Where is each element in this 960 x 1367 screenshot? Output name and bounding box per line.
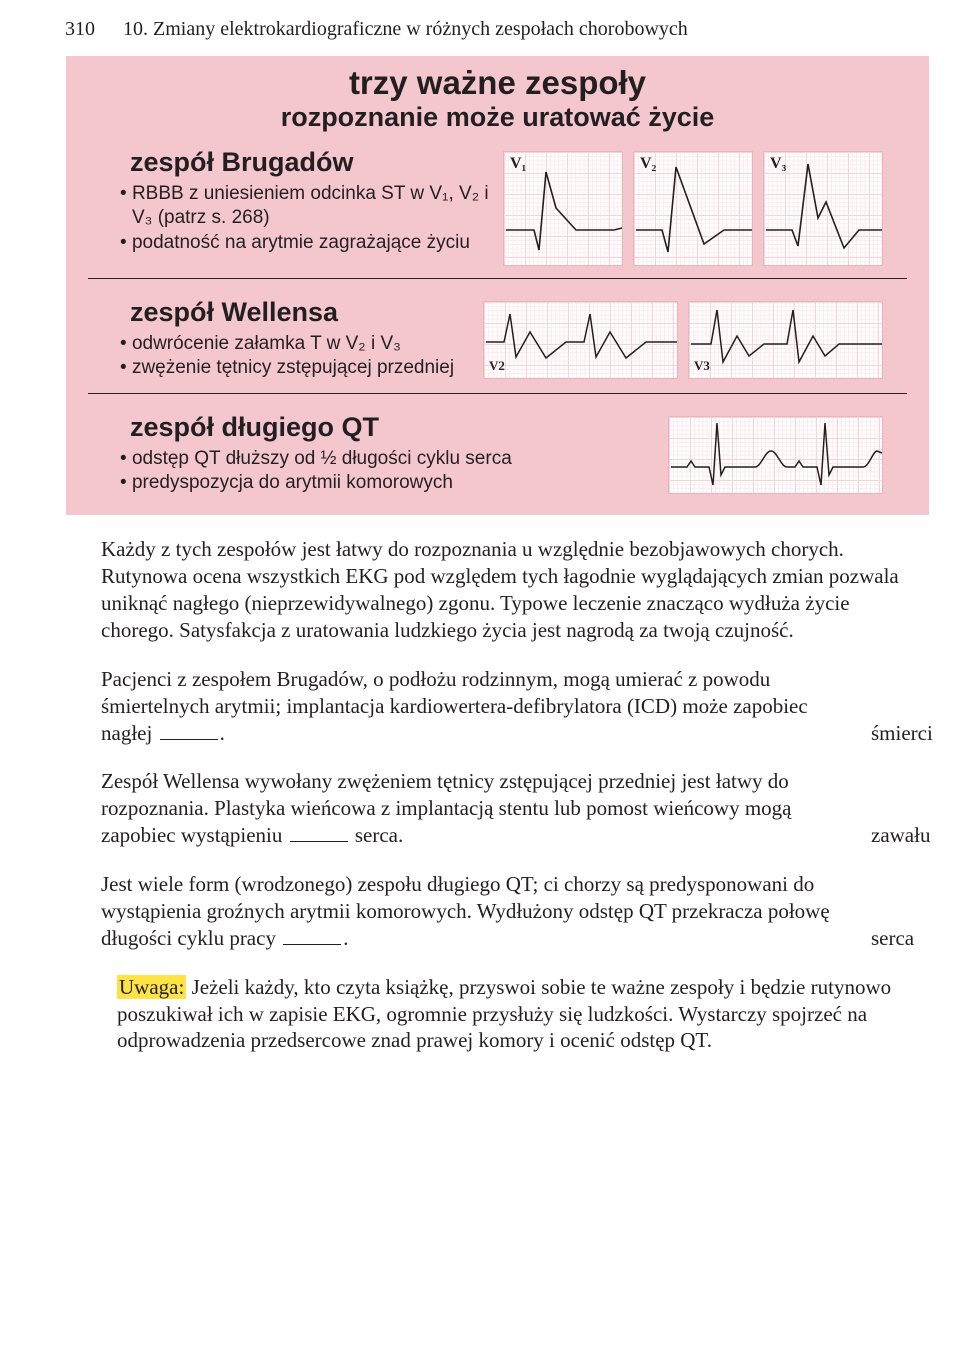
ecg-trace-icon bbox=[504, 152, 624, 267]
ecg-wellens-v2: V2 bbox=[483, 301, 678, 379]
paragraph: Każdy z tych zespołów jest łatwy do rozp… bbox=[101, 536, 908, 644]
blank-line bbox=[160, 739, 218, 740]
ecg-trace-icon bbox=[669, 417, 884, 495]
bullet: zwężenie tętnicy zstępującej przedniej bbox=[114, 356, 469, 380]
section-title-longqt: zespół długiego QT bbox=[130, 412, 654, 443]
ecg-trace-icon bbox=[764, 152, 884, 267]
ecg-v1: V₁ bbox=[503, 151, 623, 266]
para-text: Pacjenci z zespołem Brugadów, o podłożu … bbox=[101, 667, 808, 745]
bullet: podatność na arytmie zagrażające życiu bbox=[114, 231, 489, 255]
section-title-wellens: zespół Wellensa bbox=[130, 297, 469, 328]
para-after: serca. bbox=[350, 823, 404, 847]
bullet: odwrócenie załamka T w V₂ i V₃ bbox=[114, 332, 469, 356]
paragraph-with-blank: Jest wiele form (wrodzonego) zespołu dłu… bbox=[101, 871, 908, 952]
ecg-v3: V₃ bbox=[763, 151, 883, 266]
box-subtitle: rozpoznanie może uratować życie bbox=[66, 102, 929, 133]
ecg-trace-icon bbox=[484, 302, 679, 380]
highlight-label: Uwaga: bbox=[117, 975, 186, 999]
section-title-brugada: zespół Brugadów bbox=[130, 147, 489, 178]
blank-line bbox=[290, 841, 348, 842]
para-after: . bbox=[220, 721, 225, 745]
ecg-longqt bbox=[668, 416, 883, 494]
page-header: 310 10. Zmiany elektrokardiograficzne w … bbox=[65, 18, 930, 41]
ecg-trace-icon bbox=[634, 152, 754, 267]
ecg-row-longqt bbox=[668, 404, 883, 496]
bullet: RBBB z uniesieniem odcinka ST w V₁, V₂ i… bbox=[114, 182, 489, 231]
body-text: Każdy z tych zespołów jest łatwy do rozp… bbox=[101, 536, 908, 1054]
ecg-row-brugada: V₁ V₂ V₃ bbox=[503, 139, 883, 266]
para-after: . bbox=[343, 926, 348, 950]
chapter-title: 10. Zmiany elektrokardiograficzne w różn… bbox=[123, 18, 688, 41]
ecg-wellens-v3: V3 bbox=[688, 301, 883, 379]
bullet: predyspozycja do arytmii komorowych bbox=[114, 471, 654, 495]
blank-line bbox=[283, 944, 341, 945]
paragraph-with-blank: Zespół Wellensa wywołany zwężeniem tętni… bbox=[101, 768, 908, 849]
para-text: Zespół Wellensa wywołany zwężeniem tętni… bbox=[101, 769, 791, 847]
paragraph-with-blank: Pacjenci z zespołem Brugadów, o podłożu … bbox=[101, 666, 908, 747]
para-text: Jeżeli każdy, kto czyta książkę, przyswo… bbox=[117, 975, 891, 1053]
answer-word: serca bbox=[871, 925, 914, 952]
para-text: Jest wiele form (wrodzonego) zespołu dłu… bbox=[101, 872, 830, 950]
answer-word: zawału bbox=[871, 822, 930, 849]
syndrome-summary-box: trzy ważne zespoły rozpoznanie może urat… bbox=[65, 55, 930, 516]
bullet: odstęp QT dłuższy od ½ długości cyklu se… bbox=[114, 447, 654, 471]
box-title: trzy ważne zespoły bbox=[66, 64, 929, 102]
ecg-v2: V₂ bbox=[633, 151, 753, 266]
ecg-row-wellens: V2 V3 bbox=[483, 289, 883, 381]
ecg-trace-icon bbox=[689, 302, 884, 380]
paragraph-note: Uwaga: Jeżeli każdy, kto czyta książkę, … bbox=[117, 974, 908, 1055]
section-brugada: zespół Brugadów RBBB z uniesieniem odcin… bbox=[88, 139, 907, 279]
answer-word: śmierci bbox=[871, 720, 933, 747]
section-wellens: zespół Wellensa odwrócenie załamka T w V… bbox=[88, 279, 907, 394]
section-longqt: zespół długiego QT odstęp QT dłuższy od … bbox=[88, 394, 907, 516]
page-number: 310 bbox=[65, 18, 95, 41]
